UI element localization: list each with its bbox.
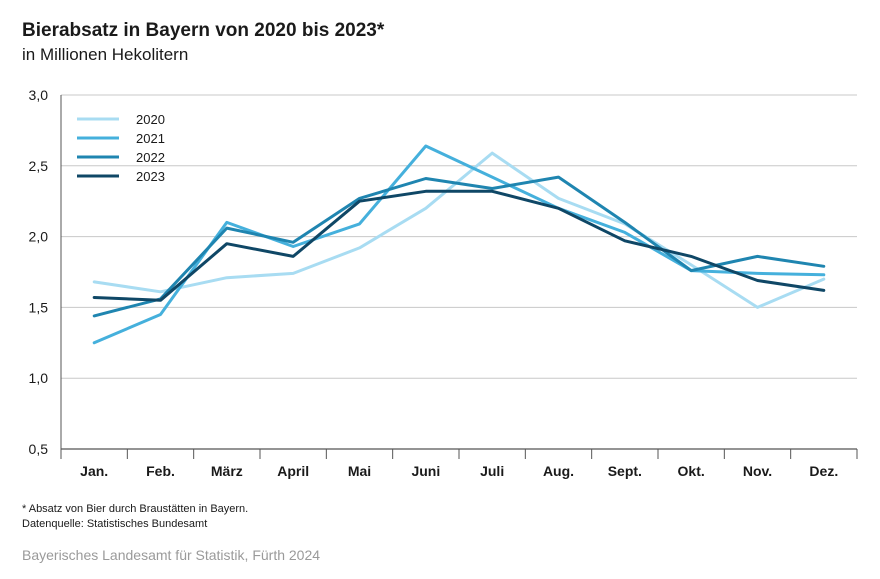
x-tick-label: April [277,463,309,479]
series-line-2022 [92,175,826,318]
x-tick-label: März [211,463,243,479]
x-tick-label: Jan. [80,463,108,479]
chart-title: Bierabsatz in Bayern von 2020 bis 2023* [22,20,385,41]
x-tick-label: Sept. [608,463,642,479]
chart-subtitle: in Millionen Hekolitern [22,45,189,64]
y-tick-label: 2,0 [29,229,49,245]
series-line-2020 [92,151,826,309]
publisher-credit: Bayerisches Landesamt für Statistik, Für… [22,547,321,563]
footnote: * Absatz von Bier durch Braustätten in B… [22,502,248,532]
y-tick-label: 0,5 [29,441,49,457]
series-line-2021 [92,144,826,345]
x-tick-label: Dez. [809,463,838,479]
footnote-definition: * Absatz von Bier durch Braustätten in B… [22,503,249,515]
legend-label-2020: 2020 [136,112,165,127]
legend-label-2022: 2022 [136,150,165,165]
x-tick-label: Mai [348,463,371,479]
x-tick-label: Aug. [543,463,574,479]
x-tick-label: Nov. [743,463,772,479]
line-chart: 0,5 1,0 1,5 2,0 2,5 3,0 Jan. Feb. März April Mai Ju… [29,87,858,479]
legend-label-2021: 2021 [136,131,165,146]
y-tick-label: 1,5 [29,299,49,315]
legend-label-2023: 2023 [136,169,165,184]
y-tick-label: 3,0 [29,87,49,103]
y-tick-label: 1,0 [29,370,49,386]
y-tick-label: 2,5 [29,158,49,174]
x-tick-label: Juni [411,463,440,479]
series-line-2023 [92,189,826,302]
x-tick-label: Okt. [678,463,705,479]
footnote-data-source: Datenquelle: Statistisches Bundesamt [22,518,208,530]
x-tick-label: Juli [480,463,504,479]
x-tick-label: Feb. [146,463,175,479]
